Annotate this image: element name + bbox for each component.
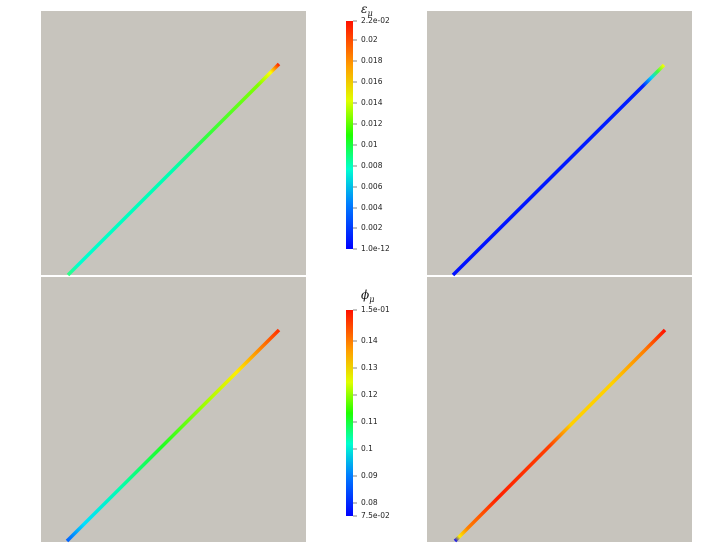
colorbar-tick-label: 1.0e-12 — [361, 244, 390, 253]
view-panel — [427, 277, 692, 542]
colorbar-tick-label: 0.006 — [361, 182, 383, 191]
fiber-line — [66, 62, 281, 277]
colorbar-tick-label: 0.008 — [361, 161, 383, 170]
view-panel — [41, 277, 306, 542]
colorbar-tick-label: 0.13 — [361, 363, 378, 372]
colorbar-tick-label: 0.01 — [361, 140, 378, 149]
colorbar-tick-label: 0.004 — [361, 203, 383, 212]
colorbar-tick-label: 0.11 — [361, 417, 378, 426]
title-symbol: ϕ — [361, 288, 369, 302]
colorbar-tick-label: 0.09 — [361, 471, 378, 480]
colorbar-tick-label: 0.014 — [361, 98, 383, 107]
colorbar-tick-label: 0.08 — [361, 498, 378, 507]
colorbar-tick-label: 0.02 — [361, 35, 378, 44]
colorbar-title: ϕμ — [361, 288, 374, 304]
title-symbol: ε — [361, 2, 367, 16]
colorbar-tick-label: 0.14 — [361, 336, 378, 345]
view-panel — [41, 11, 306, 275]
title-subscript: μ — [369, 295, 374, 304]
colorbar — [346, 21, 353, 249]
colorbar-tick-label: 0.018 — [361, 56, 383, 65]
fiber-line — [453, 328, 667, 543]
colorbar-tick-label: 1.5e-01 — [361, 305, 390, 314]
fiber-line — [65, 328, 281, 543]
colorbar-tick-label: 0.1 — [361, 444, 373, 453]
colorbar-tick-label: 0.12 — [361, 390, 378, 399]
colorbar-tick-label: 2.2e-02 — [361, 16, 390, 25]
fiber-line — [451, 63, 666, 277]
colorbar-tick-label: 0.002 — [361, 223, 383, 232]
colorbar-tick-label: 0.016 — [361, 77, 383, 86]
title-subscript: μ — [367, 9, 372, 18]
colorbar-title: εμ — [361, 2, 373, 18]
colorbar-tick-label: 0.012 — [361, 119, 383, 128]
view-panel — [427, 11, 692, 275]
colorbar-tick-label: 7.5e-02 — [361, 511, 390, 520]
colorbar — [346, 310, 353, 516]
